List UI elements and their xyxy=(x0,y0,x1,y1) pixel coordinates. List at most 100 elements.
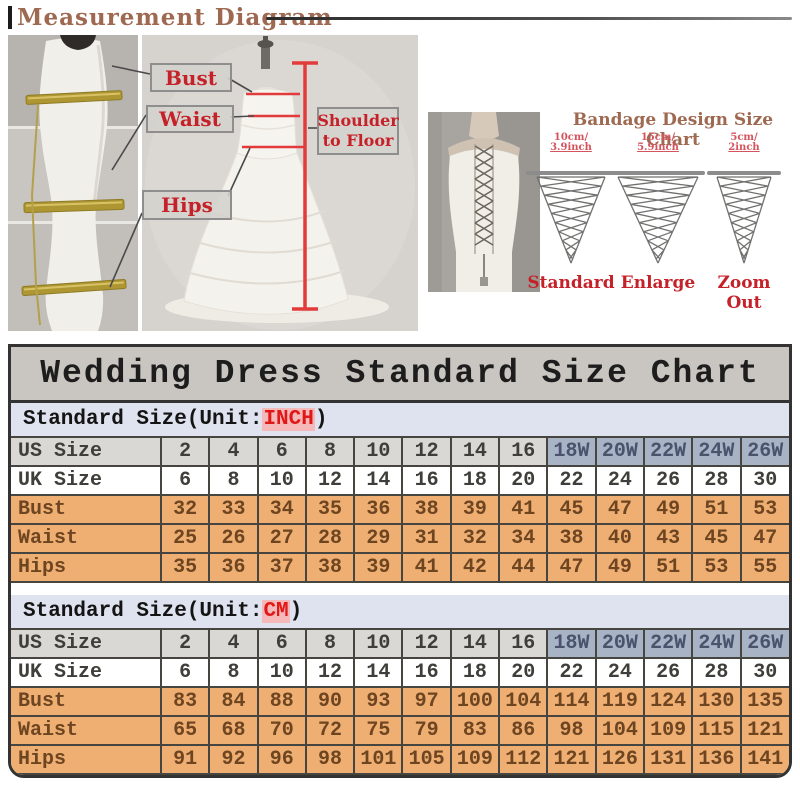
size-cell: 28 xyxy=(691,657,742,688)
size-cell: 2 xyxy=(159,630,211,659)
size-row-waist: Waist 65 68 70 72 75 79 83 86 98 104 109 115 121 xyxy=(11,715,789,746)
hips-label: Hips xyxy=(142,190,232,220)
size-cell: 32 xyxy=(449,523,501,554)
size-row-us-size: US Size 2 4 6 8 10 12 14 16 18W 20W 22W 24W 26W xyxy=(11,630,789,659)
size-cell: 79 xyxy=(401,715,452,746)
lace-cone-enlarge-icon xyxy=(611,171,705,264)
shoulder-to-floor-line1: Shoulder xyxy=(317,111,399,130)
size-chart-title: Wedding Dress Standard Size Chart xyxy=(11,347,789,403)
size-cell: 84 xyxy=(208,686,259,717)
size-cell: 96 xyxy=(256,744,307,775)
size-cell: 121 xyxy=(546,744,597,775)
size-cell: 53 xyxy=(739,494,789,525)
size-cell: 126 xyxy=(594,744,645,775)
size-cell: 6 xyxy=(256,438,307,467)
size-cell: 28 xyxy=(691,465,742,496)
size-cell: 65 xyxy=(159,715,211,746)
heading-suffix: ) xyxy=(314,408,328,431)
size-cell: 119 xyxy=(594,686,645,717)
size-cell: 24 xyxy=(594,465,645,496)
gold-ribbon-waist xyxy=(23,198,125,214)
size-cell: 25 xyxy=(159,523,211,554)
size-cell: 49 xyxy=(594,552,645,583)
size-cell: 34 xyxy=(498,523,549,554)
row-label: Hips xyxy=(11,744,162,775)
size-cell: 109 xyxy=(642,715,694,746)
size-cell: 20W xyxy=(594,438,645,467)
size-row-us-size: US Size 2 4 6 8 10 12 14 16 18W 20W 22W 24W 26W xyxy=(11,438,789,467)
bust-label-text: Bust xyxy=(165,65,217,90)
size-cell: 30 xyxy=(739,465,789,496)
size-cell: 53 xyxy=(691,552,742,583)
bandage-measure-zoom-out: 5cm/ 2inch xyxy=(701,133,787,155)
size-cell: 83 xyxy=(159,686,211,717)
size-cell: 14 xyxy=(353,657,404,688)
size-cell: 30 xyxy=(739,657,789,688)
size-cell: 26 xyxy=(642,657,694,688)
size-cell: 12 xyxy=(304,465,356,496)
bandage-option-enlarge: 15cm/ 5.9inch Enlarge xyxy=(611,133,705,293)
bandage-option-standard: 10cm/ 3.9inch Standard xyxy=(524,133,618,293)
shoulder-to-floor-label: Shoulder to Floor xyxy=(317,107,399,155)
size-cell: 10 xyxy=(256,465,307,496)
size-row-waist: Waist 25 26 27 28 29 31 32 34 38 40 43 45 47 xyxy=(11,523,789,554)
size-cell: 124 xyxy=(642,686,694,717)
size-cell: 51 xyxy=(691,494,742,525)
size-cell: 18 xyxy=(449,465,501,496)
bandage-label-zoom-out: Zoom Out xyxy=(717,273,771,313)
bandage-option-zoom-out: 5cm/ 2inch Zoom Out xyxy=(701,133,787,313)
size-cell: 16 xyxy=(401,465,452,496)
size-cell: 16 xyxy=(401,657,452,688)
size-cell: 83 xyxy=(449,715,501,746)
size-cell: 14 xyxy=(353,465,404,496)
unit-cm: CM xyxy=(262,600,290,623)
size-table-inch: US Size 2 4 6 8 10 12 14 16 18W 20W 22W 24W 26W UK Siz… xyxy=(11,438,789,583)
heading-prefix: Standard Size(Unit: xyxy=(23,408,263,431)
size-cell: 32 xyxy=(159,494,211,525)
size-cell: 29 xyxy=(353,523,404,554)
row-label: US Size xyxy=(11,630,162,659)
unit-inch: INCH xyxy=(262,408,315,431)
size-cell: 114 xyxy=(546,686,597,717)
row-label: Waist xyxy=(11,523,162,554)
size-cell: 37 xyxy=(256,552,307,583)
size-cell: 22W xyxy=(642,438,694,467)
size-cell: 68 xyxy=(208,715,259,746)
size-cell: 41 xyxy=(498,494,549,525)
size-cell: 27 xyxy=(256,523,307,554)
row-label: Hips xyxy=(11,552,162,583)
size-row-hips: Hips 91 92 96 98 101 105 109 112 121 126 131 136 141 xyxy=(11,744,789,775)
size-cell: 26 xyxy=(642,465,694,496)
lace-crisscross xyxy=(474,145,494,246)
row-label: Waist xyxy=(11,715,162,746)
size-cell: 51 xyxy=(642,552,694,583)
size-cell: 45 xyxy=(546,494,597,525)
size-cell: 20 xyxy=(498,465,549,496)
size-cell: 141 xyxy=(739,744,789,775)
size-cell: 43 xyxy=(642,523,694,554)
size-cell: 93 xyxy=(353,686,404,717)
size-cell: 75 xyxy=(353,715,404,746)
size-cell: 86 xyxy=(498,715,549,746)
measure-line2: 2inch xyxy=(728,142,760,153)
size-cell: 8 xyxy=(304,630,356,659)
heading-prefix: Standard Size(Unit: xyxy=(23,600,263,623)
size-chart-panel: Wedding Dress Standard Size Chart Standa… xyxy=(8,344,792,778)
heading-suffix: ) xyxy=(289,600,303,623)
size-row-uk-size: UK Size 6 8 10 12 14 16 18 20 22 24 26 28 30 xyxy=(11,657,789,688)
size-cell: 10 xyxy=(353,438,404,467)
size-cell: 36 xyxy=(353,494,404,525)
size-cell: 20 xyxy=(498,657,549,688)
measure-line2: 3.9inch xyxy=(550,142,592,153)
dress-form-photo-strip xyxy=(8,35,138,331)
row-label: US Size xyxy=(11,438,162,467)
gold-ribbon-bust xyxy=(25,90,123,105)
size-cell: 38 xyxy=(401,494,452,525)
header-rule-line xyxy=(266,17,792,20)
size-cell: 26W xyxy=(739,630,789,659)
size-row-uk-size: UK Size 6 8 10 12 14 16 18 20 22 24 26 28 30 xyxy=(11,465,789,496)
size-cell: 105 xyxy=(401,744,452,775)
bandage-label-standard: Standard xyxy=(527,273,615,293)
size-cell: 130 xyxy=(691,686,742,717)
lace-cone-standard-icon xyxy=(526,171,616,264)
